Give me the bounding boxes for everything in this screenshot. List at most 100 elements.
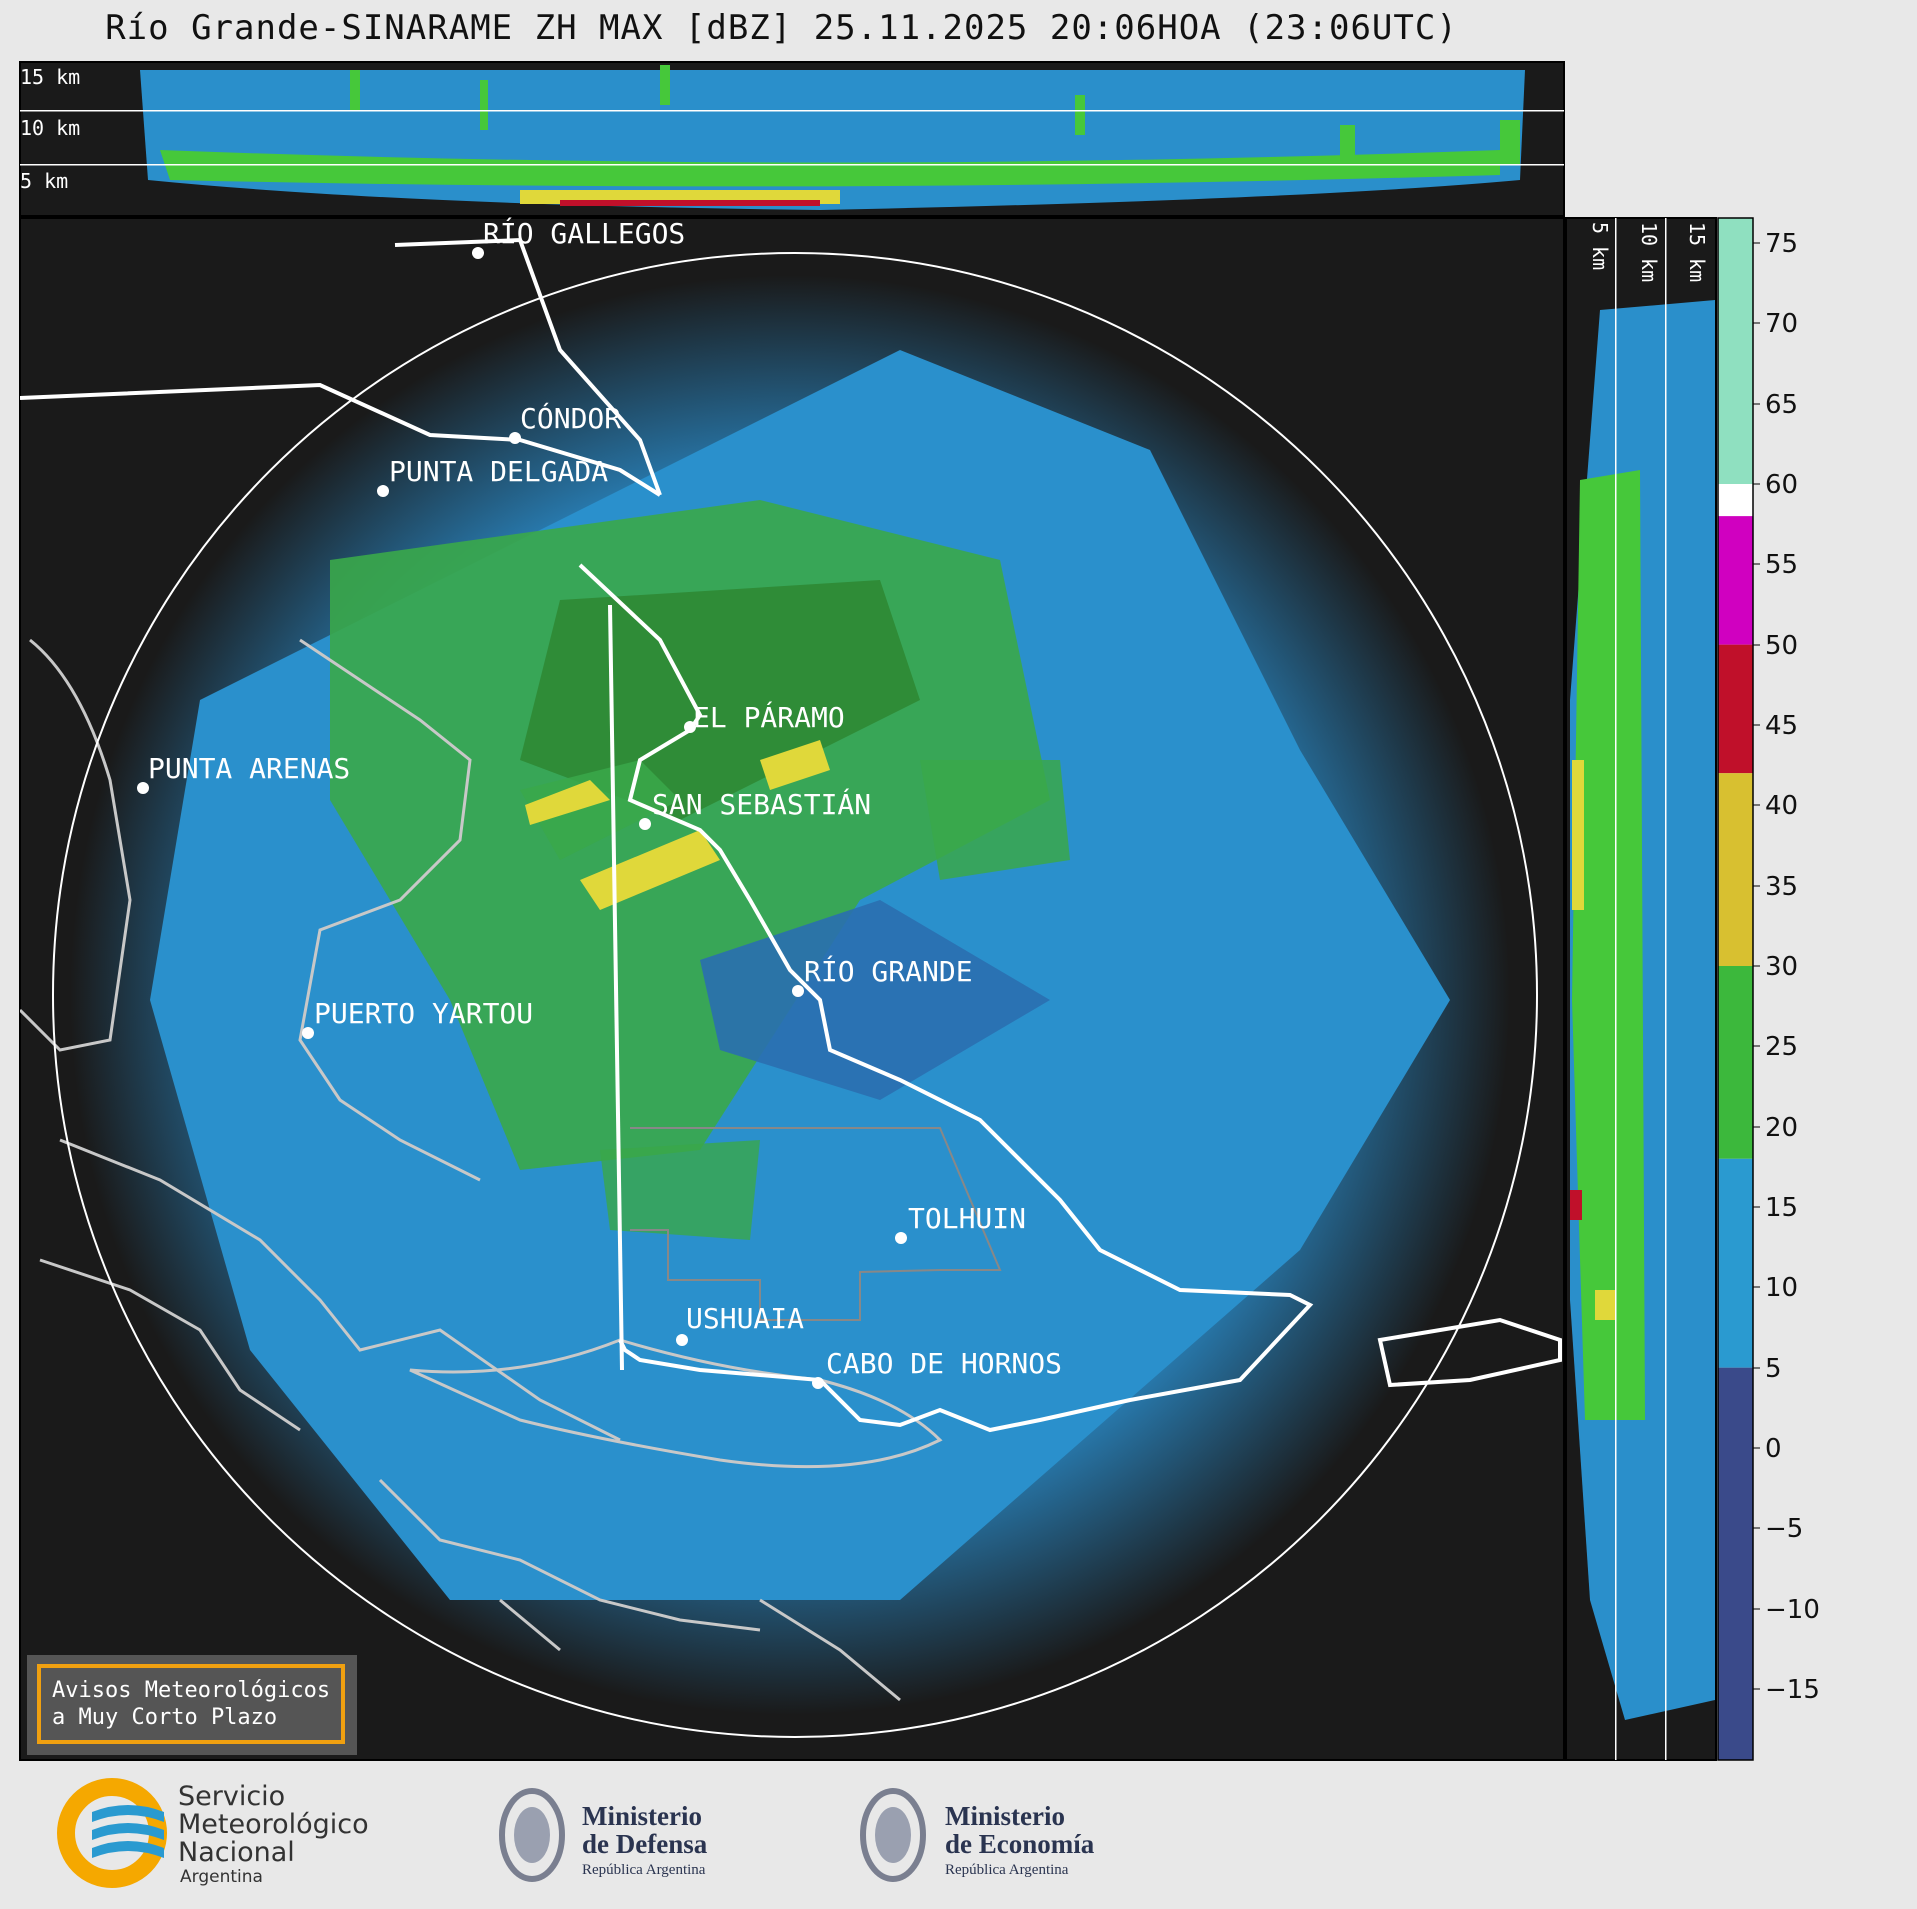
city-label: SAN SEBASTIÁN: [652, 787, 871, 821]
economia-line-3: República Argentina: [945, 1862, 1069, 1878]
colorbar-band: [1718, 1367, 1753, 1760]
tick-75: 75: [1753, 229, 1798, 259]
city-puerto-yartou: PUERTO YARTOU: [302, 997, 533, 1039]
logo-ministerio-defensa: Ministerio de Defensa República Argentin…: [499, 1788, 708, 1882]
tick-0: 0: [1753, 1434, 1782, 1464]
top-label-5km: 5 km: [20, 169, 68, 193]
defensa-line-1: Ministerio: [582, 1801, 702, 1831]
colorbar-tick-label: 70: [1765, 309, 1798, 339]
logo-smn: Servicio Meteorológico Nacional Argentin…: [57, 1778, 369, 1888]
city-label: PUERTO YARTOU: [314, 997, 533, 1030]
tick-10: 10: [1753, 1273, 1798, 1303]
colorbar-tick-label: 15: [1765, 1193, 1798, 1223]
logo-ministerio-economia: Ministerio de Economía República Argenti…: [860, 1788, 1095, 1882]
tick-40: 40: [1753, 791, 1798, 821]
tick-50: 50: [1753, 631, 1798, 661]
smn-line-4: Argentina: [180, 1867, 263, 1887]
city-cabo-de-hornos: CABO DE HORNOS: [812, 1347, 1062, 1389]
colorbar-tick-label: 40: [1765, 791, 1798, 821]
city-condor: CÓNDOR: [509, 401, 621, 444]
colorbar-tick-label: −15: [1765, 1675, 1820, 1705]
tick-70: 70: [1753, 309, 1798, 339]
top-label-10km: 10 km: [20, 116, 80, 140]
city-rio-grande: RÍO GRANDE: [792, 954, 973, 997]
city-label: PUNTA DELGADA: [389, 455, 608, 488]
colorbar-ticks: 75 70 65 60 55 50 45 40 35 30 25 20 15 1…: [1753, 229, 1820, 1705]
colorbar-tick-label: 35: [1765, 872, 1798, 902]
tick-20: 20: [1753, 1113, 1798, 1143]
colorbar-tick-label: 45: [1765, 711, 1798, 741]
colorbar-tick-label: 55: [1765, 550, 1798, 580]
city-label: RÍO GRANDE: [804, 954, 973, 988]
city-label: RÍO GALLEGOS: [483, 216, 685, 250]
city-label: CABO DE HORNOS: [826, 1347, 1062, 1380]
city-label: PUNTA ARENAS: [148, 752, 350, 785]
colorbar-tick-label: 30: [1765, 952, 1798, 982]
colorbar-tick-label: 65: [1765, 390, 1798, 420]
colorbar-band: [1718, 1158, 1753, 1368]
defensa-line-3: República Argentina: [582, 1862, 706, 1878]
side-label-5km: 5 km: [1588, 222, 1612, 270]
side-label-15km: 15 km: [1685, 222, 1709, 282]
tick-15: 15: [1753, 1193, 1798, 1223]
colorbar-band: [1718, 773, 1753, 966]
colorbar-band: [1718, 484, 1753, 517]
coat-of-arms-icon: [499, 1788, 565, 1882]
defensa-line-2: de Defensa: [582, 1829, 708, 1859]
map-title: Río Grande-SINARAME ZH MAX [dBZ] 25.11.2…: [105, 8, 1458, 48]
colorbar-tick-label: −5: [1765, 1514, 1803, 1544]
tick-minus-15: −15: [1753, 1675, 1820, 1705]
city-el-paramo: EL PÁRAMO: [684, 700, 845, 734]
colorbar-band: [1718, 966, 1753, 1159]
colorbar-tick-label: 20: [1765, 1113, 1798, 1143]
colorbar-band: [1718, 644, 1753, 774]
smn-line-1: Servicio: [178, 1781, 285, 1812]
tick-60: 60: [1753, 470, 1798, 500]
colorbar-tick-label: 5: [1765, 1354, 1782, 1384]
radar-map: RÍO GALLEGOS CÓNDOR PUNTA DELGADA PUNTA …: [19, 216, 1565, 1761]
tick-45: 45: [1753, 711, 1798, 741]
tick-65: 65: [1753, 390, 1798, 420]
tick-55: 55: [1753, 550, 1798, 580]
side-label-10km: 10 km: [1637, 222, 1661, 282]
smn-line-3: Nacional: [178, 1837, 295, 1868]
colorbar-band: [1718, 516, 1753, 645]
tick-25: 25: [1753, 1032, 1798, 1062]
smn-line-2: Meteorológico: [178, 1809, 369, 1840]
city-san-sebastian: SAN SEBASTIÁN: [639, 787, 871, 830]
top-label-15km: 15 km: [20, 65, 80, 89]
notice-line-2: a Muy Corto Plazo: [52, 1705, 277, 1730]
economia-line-2: de Economía: [945, 1829, 1095, 1859]
colorbar-tick-label: 75: [1765, 229, 1798, 259]
city-label: USHUAIA: [686, 1302, 804, 1335]
colorbar-band: [1718, 218, 1753, 484]
top-cross-section: 15 km 10 km 5 km: [19, 61, 1565, 217]
city-punta-delgada: PUNTA DELGADA: [377, 455, 608, 497]
economia-line-1: Ministerio: [945, 1801, 1065, 1831]
tick-5: 5: [1753, 1354, 1782, 1384]
colorbar-tick-label: 50: [1765, 631, 1798, 661]
colorbar-bands: [1718, 218, 1753, 1760]
city-ushuaia: USHUAIA: [676, 1302, 804, 1346]
colorbar-tick-label: −10: [1765, 1595, 1820, 1625]
city-punta-arenas: PUNTA ARENAS: [137, 752, 350, 794]
notice-box: Avisos Meteorológicos a Muy Corto Plazo: [27, 1655, 357, 1755]
colorbar-tick-label: 60: [1765, 470, 1798, 500]
colorbar-tick-label: 10: [1765, 1273, 1798, 1303]
city-label: TOLHUIN: [908, 1202, 1026, 1235]
city-label: CÓNDOR: [520, 401, 621, 435]
coat-of-arms-icon: [860, 1788, 926, 1882]
colorbar-tick-label: 0: [1765, 1434, 1782, 1464]
colorbar-tick-label: 25: [1765, 1032, 1798, 1062]
tick-35: 35: [1753, 872, 1798, 902]
notice-line-1: Avisos Meteorológicos: [52, 1678, 330, 1703]
tick-minus-5: −5: [1753, 1514, 1803, 1544]
colorbar: 75 70 65 60 55 50 45 40 35 30 25 20 15 1…: [1717, 217, 1820, 1761]
city-label: EL PÁRAMO: [693, 700, 845, 734]
side-cross-section: 5 km 10 km 15 km: [1565, 217, 1717, 1761]
tick-minus-10: −10: [1753, 1595, 1820, 1625]
city-rio-gallegos: RÍO GALLEGOS: [472, 216, 685, 259]
city-tolhuin: TOLHUIN: [895, 1202, 1026, 1244]
tick-30: 30: [1753, 952, 1798, 982]
